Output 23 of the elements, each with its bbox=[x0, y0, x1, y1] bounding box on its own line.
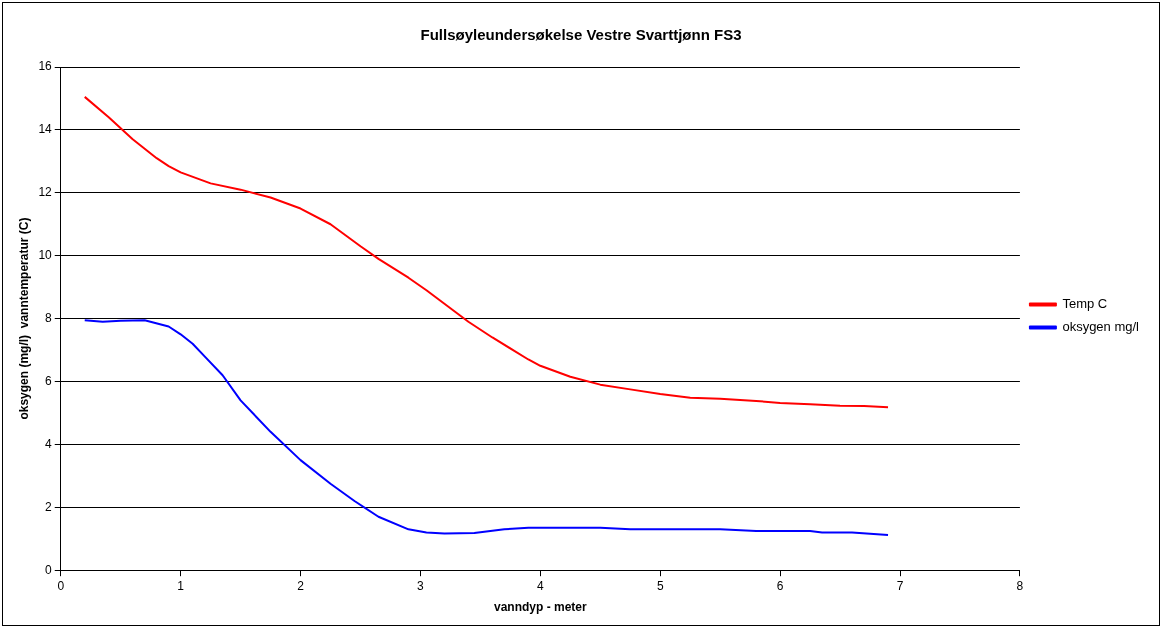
legend-label: oksygen mg/l bbox=[1062, 319, 1140, 335]
y-tick-label: 16 bbox=[38, 59, 53, 74]
legend-label: Temp C bbox=[1062, 296, 1108, 312]
x-tick-label: 2 bbox=[297, 578, 305, 593]
x-axis-title: vanndyp - meter bbox=[493, 600, 587, 615]
y-tick-label: 12 bbox=[38, 185, 53, 200]
x-tick-label: 1 bbox=[177, 578, 185, 593]
x-tick-label: 8 bbox=[1016, 578, 1024, 593]
x-tick-label: 6 bbox=[776, 578, 784, 593]
x-tick-label: 7 bbox=[896, 578, 904, 593]
y-tick-label: 2 bbox=[45, 499, 53, 514]
x-tick-label: 5 bbox=[656, 578, 664, 593]
y-tick-label: 10 bbox=[38, 248, 53, 263]
y-axis-title: oksygen (mg/l) vanntemperatur (C) bbox=[16, 217, 31, 420]
y-tick-label: 14 bbox=[38, 122, 53, 137]
y-tick-label: 4 bbox=[45, 436, 53, 451]
chart-title: Fullsøyleundersøkelse Vestre Svarttjønn FS3 bbox=[420, 26, 742, 44]
y-tick-label: 0 bbox=[45, 562, 53, 577]
y-tick-label: 6 bbox=[45, 373, 53, 388]
x-tick-label: 3 bbox=[417, 578, 425, 593]
x-tick-label: 0 bbox=[57, 578, 65, 593]
x-tick-label: 4 bbox=[536, 578, 544, 593]
y-tick-label: 8 bbox=[45, 310, 53, 325]
